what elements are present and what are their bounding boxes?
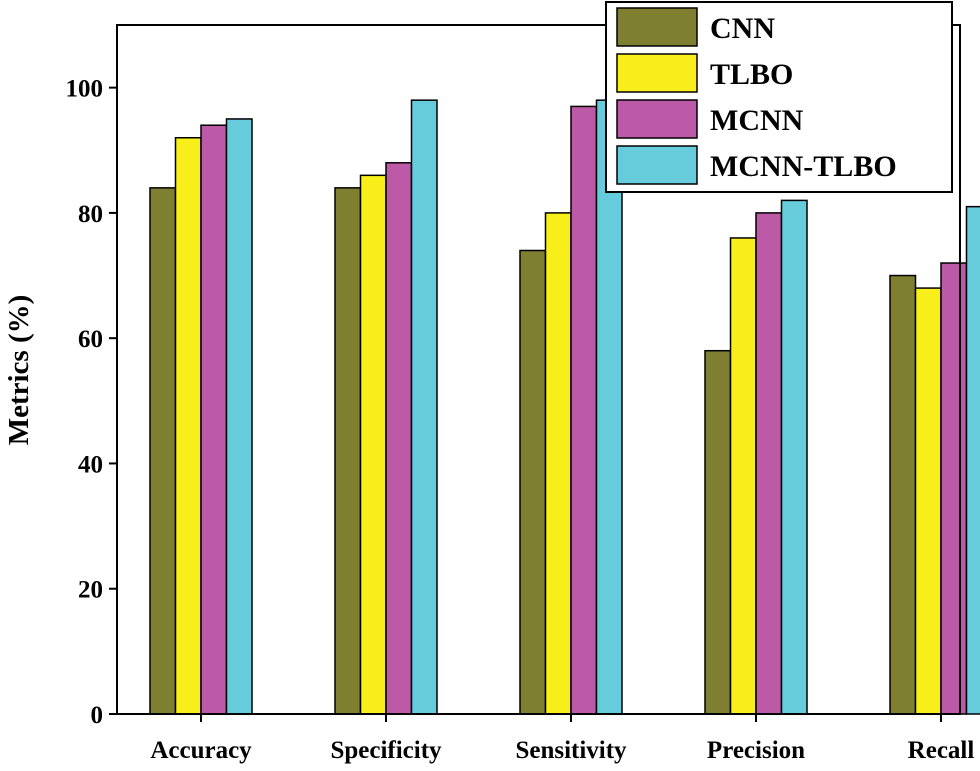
bar-mcnn-specificity [385,162,413,715]
y-tick-label: 20 [78,577,103,604]
bars-group [149,99,980,715]
legend-label-tlbo: TLBO [710,58,793,91]
legend-swatch-cnn [616,7,698,47]
bar-cnn-sensitivity [519,249,547,715]
bar-mcnn-tlbo-recall [965,205,980,715]
bar-mcnn-precision [755,212,783,715]
x-tick-label: Precision [707,737,805,764]
x-tick-label: Specificity [330,737,442,764]
y-tick-label: 100 [66,76,104,103]
bar-mcnn-tlbo-precision [780,199,808,715]
bar-mcnn-recall [940,262,968,715]
bar-cnn-specificity [334,187,362,715]
x-tick-label: Recall [908,737,975,764]
bar-mcnn-accuracy [200,124,228,715]
bar-tlbo-sensitivity [544,212,572,715]
x-tick-label: Accuracy [150,737,252,764]
legend: CNN TLBO MCNN MCNN-TLBO [605,1,953,193]
plot-frame [116,24,961,715]
bar-cnn-recall [889,274,917,715]
legend-label-cnn: CNN [710,12,775,45]
bar-tlbo-accuracy [174,136,202,715]
bar-mcnn-sensitivity [570,105,598,715]
legend-swatch-mcnn-tlbo [616,145,698,185]
bar-tlbo-precision [729,237,757,715]
legend-label-mcnn-tlbo: MCNN-TLBO [710,150,897,183]
bar-mcnn-tlbo-sensitivity [595,99,623,715]
bar-mcnn-tlbo-specificity [410,99,438,715]
bar-tlbo-recall [914,287,942,715]
legend-swatch-mcnn [616,99,698,139]
legend-label-mcnn: MCNN [710,104,804,137]
bar-mcnn-tlbo-accuracy [225,118,253,715]
x-tick-label: Sensitivity [515,737,627,764]
legend-swatch-tlbo [616,53,698,93]
y-tick-label: 80 [78,201,103,228]
y-tick-label: 0 [91,702,104,729]
bar-cnn-accuracy [149,187,177,715]
bar-cnn-precision [704,349,732,715]
y-axis-ticks: 0 20 40 60 80 100 [66,76,117,729]
y-axis-label: Metrics (%) [3,295,35,446]
bar-tlbo-specificity [359,174,387,715]
y-tick-label: 60 [78,326,103,353]
y-tick-label: 40 [78,451,103,478]
x-axis-ticks: Accuracy Specificity Sensitivity Precision R… [150,714,974,764]
